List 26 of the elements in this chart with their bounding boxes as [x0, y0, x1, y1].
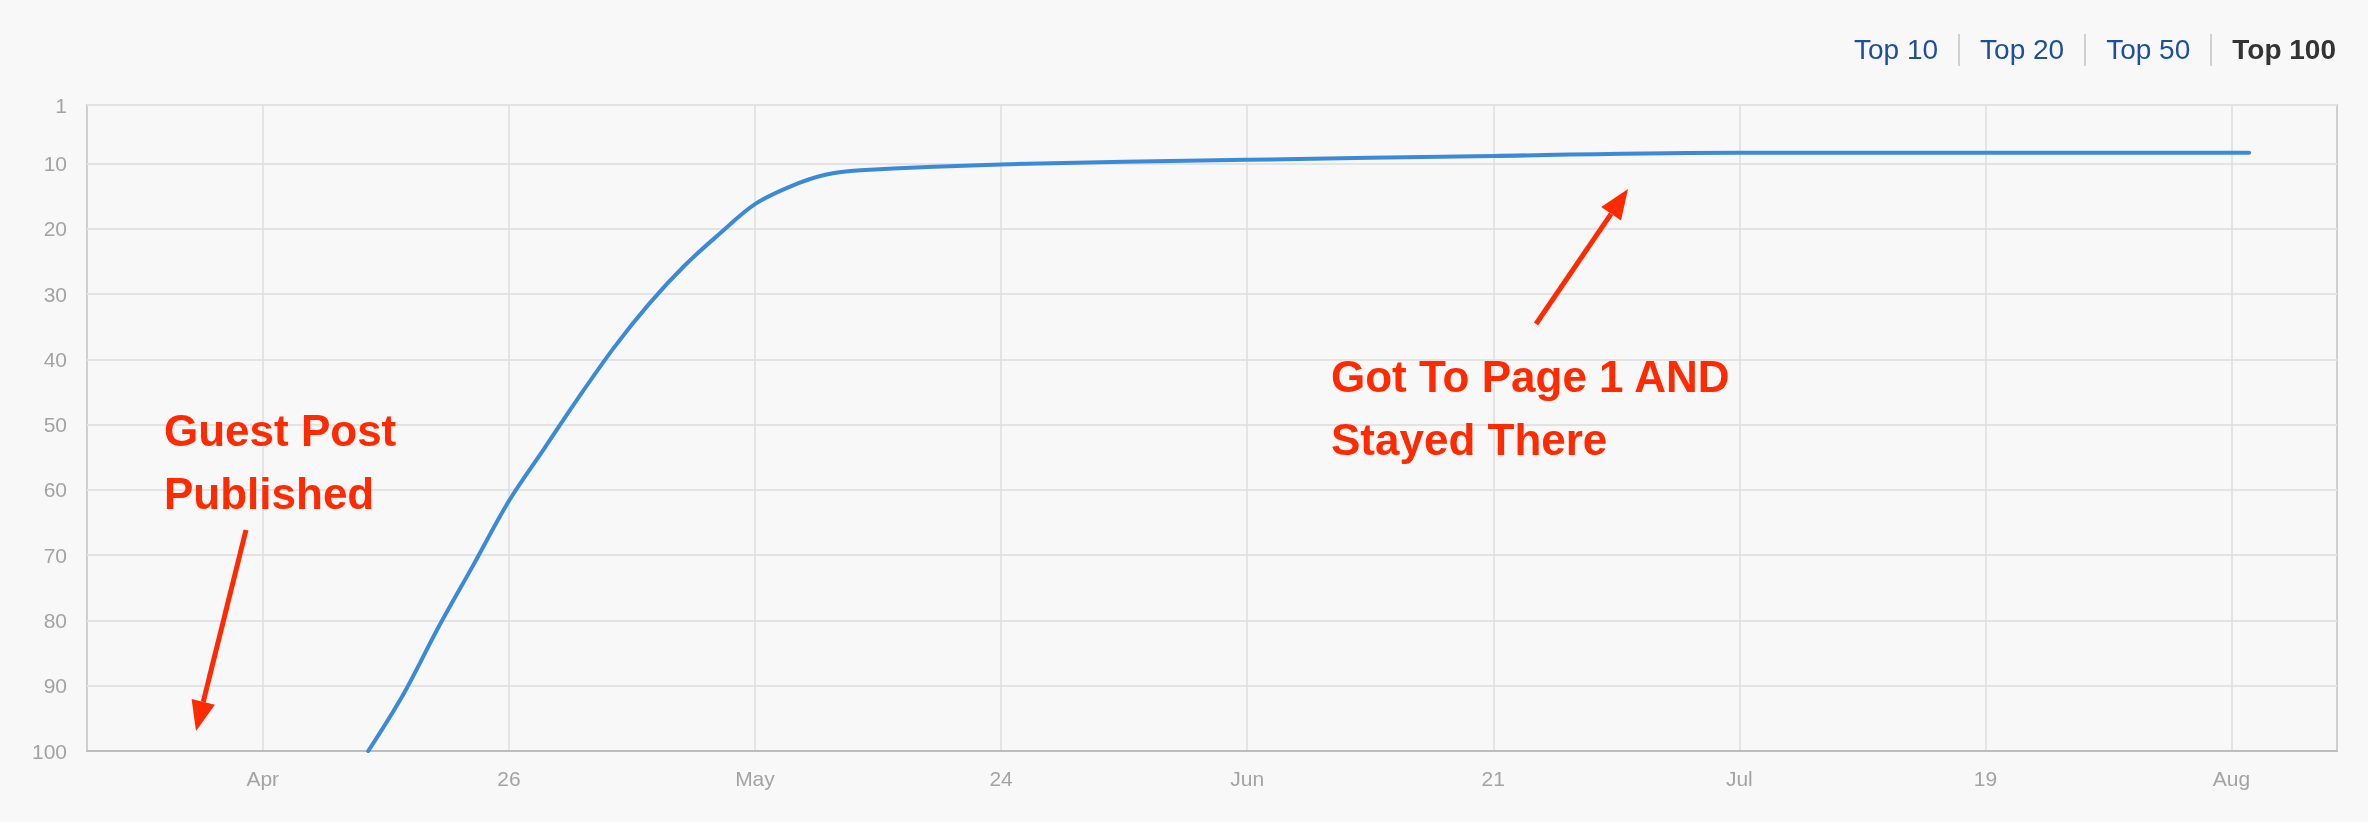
y-tick-label: 80 — [43, 608, 67, 632]
y-tick-label: 70 — [43, 543, 67, 567]
y-tick-label: 100 — [31, 739, 67, 763]
y-tick-label: 90 — [43, 674, 67, 698]
x-tick-label: May — [735, 767, 776, 790]
y-tick-label: 20 — [43, 217, 67, 241]
y-tick-label: 1 — [55, 93, 67, 117]
y-tick-label: 50 — [43, 413, 67, 437]
x-tick-label: Apr — [246, 767, 280, 790]
annotation: Got To Page 1 AND Stayed There — [1331, 351, 1731, 466]
annotation: Guest Post Published — [164, 405, 398, 520]
text: Top 50 — [2106, 33, 2191, 67]
x-tick-label: Jul — [1725, 767, 1753, 790]
y-tick-label: 40 — [43, 347, 67, 371]
x-tick-label: 21 — [1481, 767, 1505, 790]
text: Top 100 — [2232, 33, 2336, 67]
text: Top 20 — [1980, 33, 2065, 67]
x-tick-label: Jun — [1230, 767, 1265, 790]
x-tick-label: Aug — [2212, 767, 2251, 790]
x-tick-label: 24 — [989, 767, 1014, 790]
x-tick-label: 19 — [1973, 767, 1998, 790]
y-tick-label: 30 — [43, 282, 67, 306]
x-tick-label: 26 — [497, 767, 521, 790]
text: Top 10 — [1854, 33, 1939, 67]
y-tick-label: 60 — [43, 478, 67, 502]
y-tick-label: 10 — [43, 152, 67, 176]
